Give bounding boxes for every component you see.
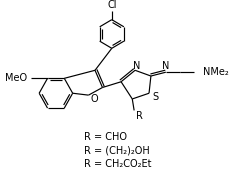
Text: N: N [133, 61, 140, 70]
Text: MeO: MeO [5, 73, 27, 83]
Text: R = (CH₂)₂OH: R = (CH₂)₂OH [83, 146, 149, 156]
Text: S: S [152, 92, 158, 102]
Text: NMe₂: NMe₂ [202, 67, 228, 77]
Text: Cl: Cl [106, 0, 116, 10]
Text: O: O [90, 94, 97, 104]
Text: N: N [161, 61, 169, 70]
Text: R = CHO: R = CHO [83, 132, 126, 142]
Text: R = CH₂CO₂Et: R = CH₂CO₂Et [83, 159, 151, 169]
Text: R: R [136, 111, 143, 121]
